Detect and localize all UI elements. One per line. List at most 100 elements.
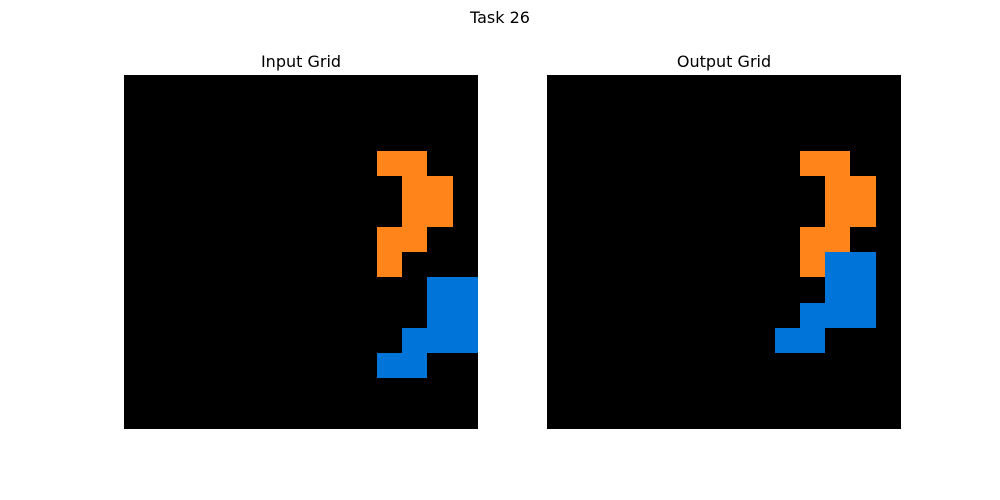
grid-cell [875,226,901,252]
grid-cell [376,277,403,303]
figure-title: Task 26 [470,8,530,27]
grid-cell [850,252,876,278]
grid-cell [698,226,724,252]
grid-cell [547,277,573,303]
grid-cell [724,353,750,379]
grid-cell [648,252,674,278]
grid-cell [572,302,598,328]
grid-cell [799,100,826,126]
grid-cell [225,226,251,252]
grid-cell [199,327,226,354]
grid-cell [749,75,775,101]
grid-cell [124,226,150,252]
grid-cell [452,75,478,101]
grid-cell [648,302,674,328]
grid-cell [250,201,276,227]
grid-cell [698,378,724,404]
grid-cell [225,125,251,151]
grid-cell [622,252,649,278]
grid-cell [673,100,699,126]
grid-cell [149,403,175,429]
grid-cell [174,327,200,354]
grid-cell [124,353,150,379]
grid-cell [326,252,352,278]
grid-cell [174,353,200,379]
grid-cell [547,176,573,202]
grid-cell [452,302,478,328]
grid-cell [301,226,327,252]
grid-cell [199,176,226,202]
grid-cell [825,327,851,354]
grid-cell [452,226,478,252]
grid-cell [622,201,649,227]
grid-cell [774,302,800,328]
grid-cell [427,125,453,151]
grid-cell [724,302,750,328]
grid-cell [174,125,200,151]
grid-cell [875,277,901,303]
grid-cell [547,403,573,429]
grid-cell [376,353,403,379]
grid-cell [825,378,851,404]
grid-cell [250,302,276,328]
grid-cell [225,277,251,303]
grid-cell [376,302,403,328]
grid-cell [452,252,478,278]
grid-cell [199,150,226,177]
grid-cell [597,75,623,101]
grid-cell [376,252,403,278]
grid-cell [724,125,750,151]
grid-cell [427,327,453,354]
grid-cell [572,277,598,303]
grid-cell [301,125,327,151]
grid-cell [275,252,301,278]
grid-cell [351,252,377,278]
grid-cell [597,150,623,177]
grid-cell [225,353,251,379]
grid-cell [774,125,800,151]
grid-cell [301,201,327,227]
grid-cell [351,327,377,354]
grid-cell [225,100,251,126]
grid-cell [124,75,150,101]
grid-cell [225,201,251,227]
grid-cell [799,378,826,404]
grid-cell [124,100,150,126]
grid-cell [124,378,150,404]
grid-cell [698,403,724,429]
grid-cell [572,353,598,379]
grid-cell [174,277,200,303]
grid-cell [622,100,649,126]
grid-cell [622,403,649,429]
grid-cell [427,226,453,252]
grid-cell [199,75,226,101]
grid-cell [799,125,826,151]
grid-cell [452,150,478,177]
grid-cell [376,327,403,354]
grid-cell [402,277,428,303]
grid-cell [149,252,175,278]
grid-cell [673,302,699,328]
grid-cell [850,302,876,328]
grid-cell [825,277,851,303]
grid-cell [225,302,251,328]
grid-cell [301,252,327,278]
grid-cell [547,100,573,126]
grid-cell [326,125,352,151]
grid-cell [326,403,352,429]
grid-cell [825,100,851,126]
grid-cell [174,176,200,202]
grid-cell [275,302,301,328]
grid-cell [326,378,352,404]
grid-cell [225,176,251,202]
grid-cell [275,353,301,379]
grid-cell [825,403,851,429]
grid-cell [774,252,800,278]
grid-cell [250,75,276,101]
grid-cell [673,125,699,151]
grid-cell [351,201,377,227]
grid-cell [124,150,150,177]
grid-cell [799,75,826,101]
grid-cell [174,75,200,101]
grid-cell [376,100,403,126]
